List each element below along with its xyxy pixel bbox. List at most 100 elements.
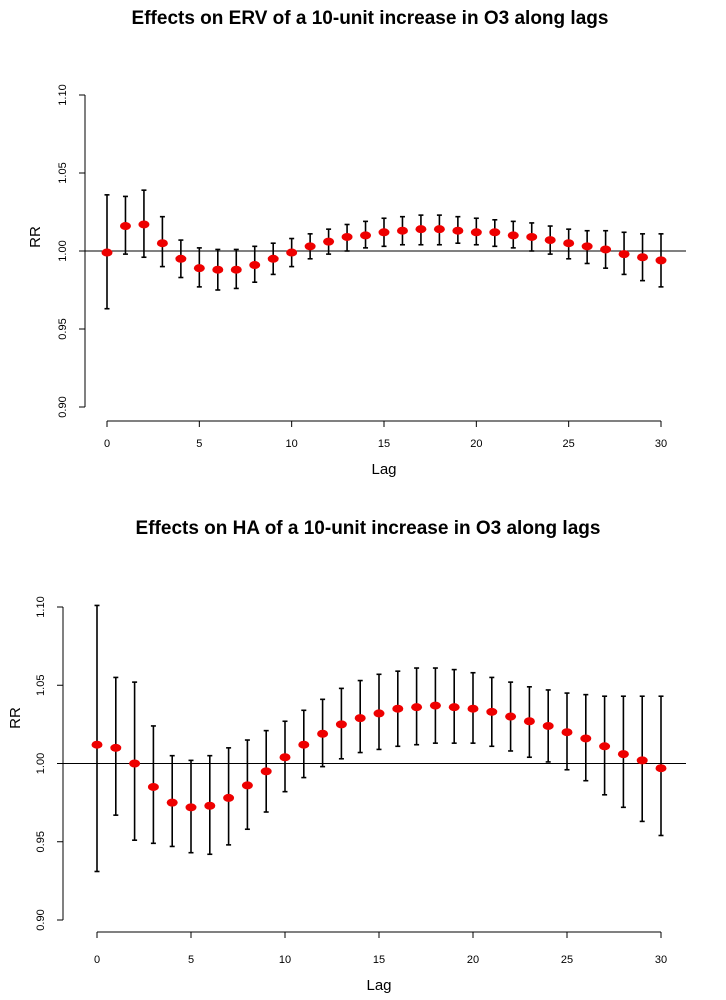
data-point (637, 253, 649, 262)
data-point (452, 226, 464, 235)
x-tick-label: 30 (655, 954, 667, 966)
data-point (581, 242, 593, 251)
data-point (193, 264, 205, 273)
data-point (433, 225, 445, 234)
x-tick-label: 5 (188, 954, 194, 966)
data-point (563, 239, 575, 248)
data-point (470, 228, 482, 237)
data-point (486, 707, 498, 716)
data-point (542, 721, 554, 730)
data-point (600, 245, 612, 254)
plot-area (63, 604, 686, 873)
y-tick-label: 0.95 (57, 318, 69, 339)
data-point (304, 242, 316, 251)
chart-panel-ha: Effects on HA of a 10-unit increase in O… (7, 518, 686, 994)
x-axis-label: Lag (371, 461, 396, 478)
data-point (241, 781, 253, 790)
y-tick-label: 1.05 (57, 162, 69, 183)
data-point (655, 256, 667, 265)
data-point (507, 231, 519, 240)
x-tick-label: 15 (373, 954, 385, 966)
data-point (101, 248, 113, 257)
data-point (317, 729, 329, 738)
data-point (279, 753, 291, 762)
data-point (223, 793, 235, 802)
data-point (378, 228, 390, 237)
x-tick-label: 10 (279, 954, 291, 966)
data-point (505, 712, 517, 721)
data-point (298, 740, 310, 749)
data-point (415, 225, 427, 234)
x-tick-label: 5 (196, 438, 202, 450)
data-point (360, 231, 372, 240)
data-point (580, 734, 592, 743)
data-point (429, 701, 441, 710)
y-tick-label: 1.10 (57, 84, 69, 105)
y-axis-label: RR (27, 226, 44, 248)
y-tick-label: 0.90 (57, 396, 69, 417)
data-point (341, 232, 353, 241)
x-tick-label: 10 (286, 438, 298, 450)
data-point (267, 254, 279, 263)
data-point (599, 742, 611, 751)
chart-title: Effects on HA of a 10-unit increase in O… (136, 518, 601, 539)
x-tick-label: 0 (94, 954, 100, 966)
data-point (636, 756, 648, 765)
data-point (129, 759, 141, 768)
data-point (286, 248, 298, 257)
data-point (373, 709, 385, 718)
data-point (230, 265, 242, 274)
data-point (138, 220, 150, 229)
x-tick-label: 20 (470, 438, 482, 450)
plot-area (85, 189, 686, 310)
data-point (119, 222, 131, 231)
y-axis: 0.90 0.95 1.00 1.05 1.10 (35, 596, 64, 931)
data-point (544, 236, 556, 245)
chart-panel-erv: Effects on ERV of a 10-unit increase in … (27, 8, 686, 478)
x-tick-label: 20 (467, 954, 479, 966)
data-point (212, 265, 224, 274)
x-axis: 0 5 10 15 20 25 30 (94, 931, 667, 966)
x-axis: 0 5 10 15 20 25 30 (104, 420, 667, 450)
data-point (175, 254, 187, 263)
x-tick-label: 25 (563, 438, 575, 450)
y-tick-label: 1.00 (35, 753, 47, 774)
data-point (335, 720, 347, 729)
data-point (147, 782, 159, 791)
data-point (523, 717, 535, 726)
x-tick-label: 25 (561, 954, 573, 966)
data-point (448, 703, 460, 712)
data-point (411, 703, 423, 712)
chart-title: Effects on ERV of a 10-unit increase in … (132, 8, 609, 29)
x-tick-label: 15 (378, 438, 390, 450)
data-point (396, 226, 408, 235)
y-tick-label: 0.95 (35, 831, 47, 852)
data-point (467, 704, 479, 713)
y-tick-label: 1.00 (57, 240, 69, 261)
data-point (489, 228, 501, 237)
data-point (392, 704, 404, 713)
data-point (91, 740, 103, 749)
data-point (260, 767, 272, 776)
y-tick-label: 0.90 (35, 909, 47, 930)
x-axis-label: Lag (366, 977, 391, 994)
data-point (617, 750, 629, 759)
data-point (204, 801, 216, 810)
data-point (110, 743, 122, 752)
data-point (323, 237, 335, 246)
data-point (526, 232, 538, 241)
y-tick-label: 1.05 (35, 675, 47, 696)
x-tick-label: 0 (104, 438, 110, 450)
data-point (249, 261, 261, 270)
data-point (185, 803, 197, 812)
y-axis-label: RR (7, 707, 24, 729)
data-point (618, 250, 630, 259)
y-axis: 0.90 0.95 1.00 1.05 1.10 (57, 84, 86, 418)
data-point (354, 714, 366, 723)
data-point (156, 239, 168, 248)
data-point (166, 798, 178, 807)
y-tick-label: 1.10 (35, 596, 47, 617)
x-tick-label: 30 (655, 438, 667, 450)
data-point (655, 764, 667, 773)
